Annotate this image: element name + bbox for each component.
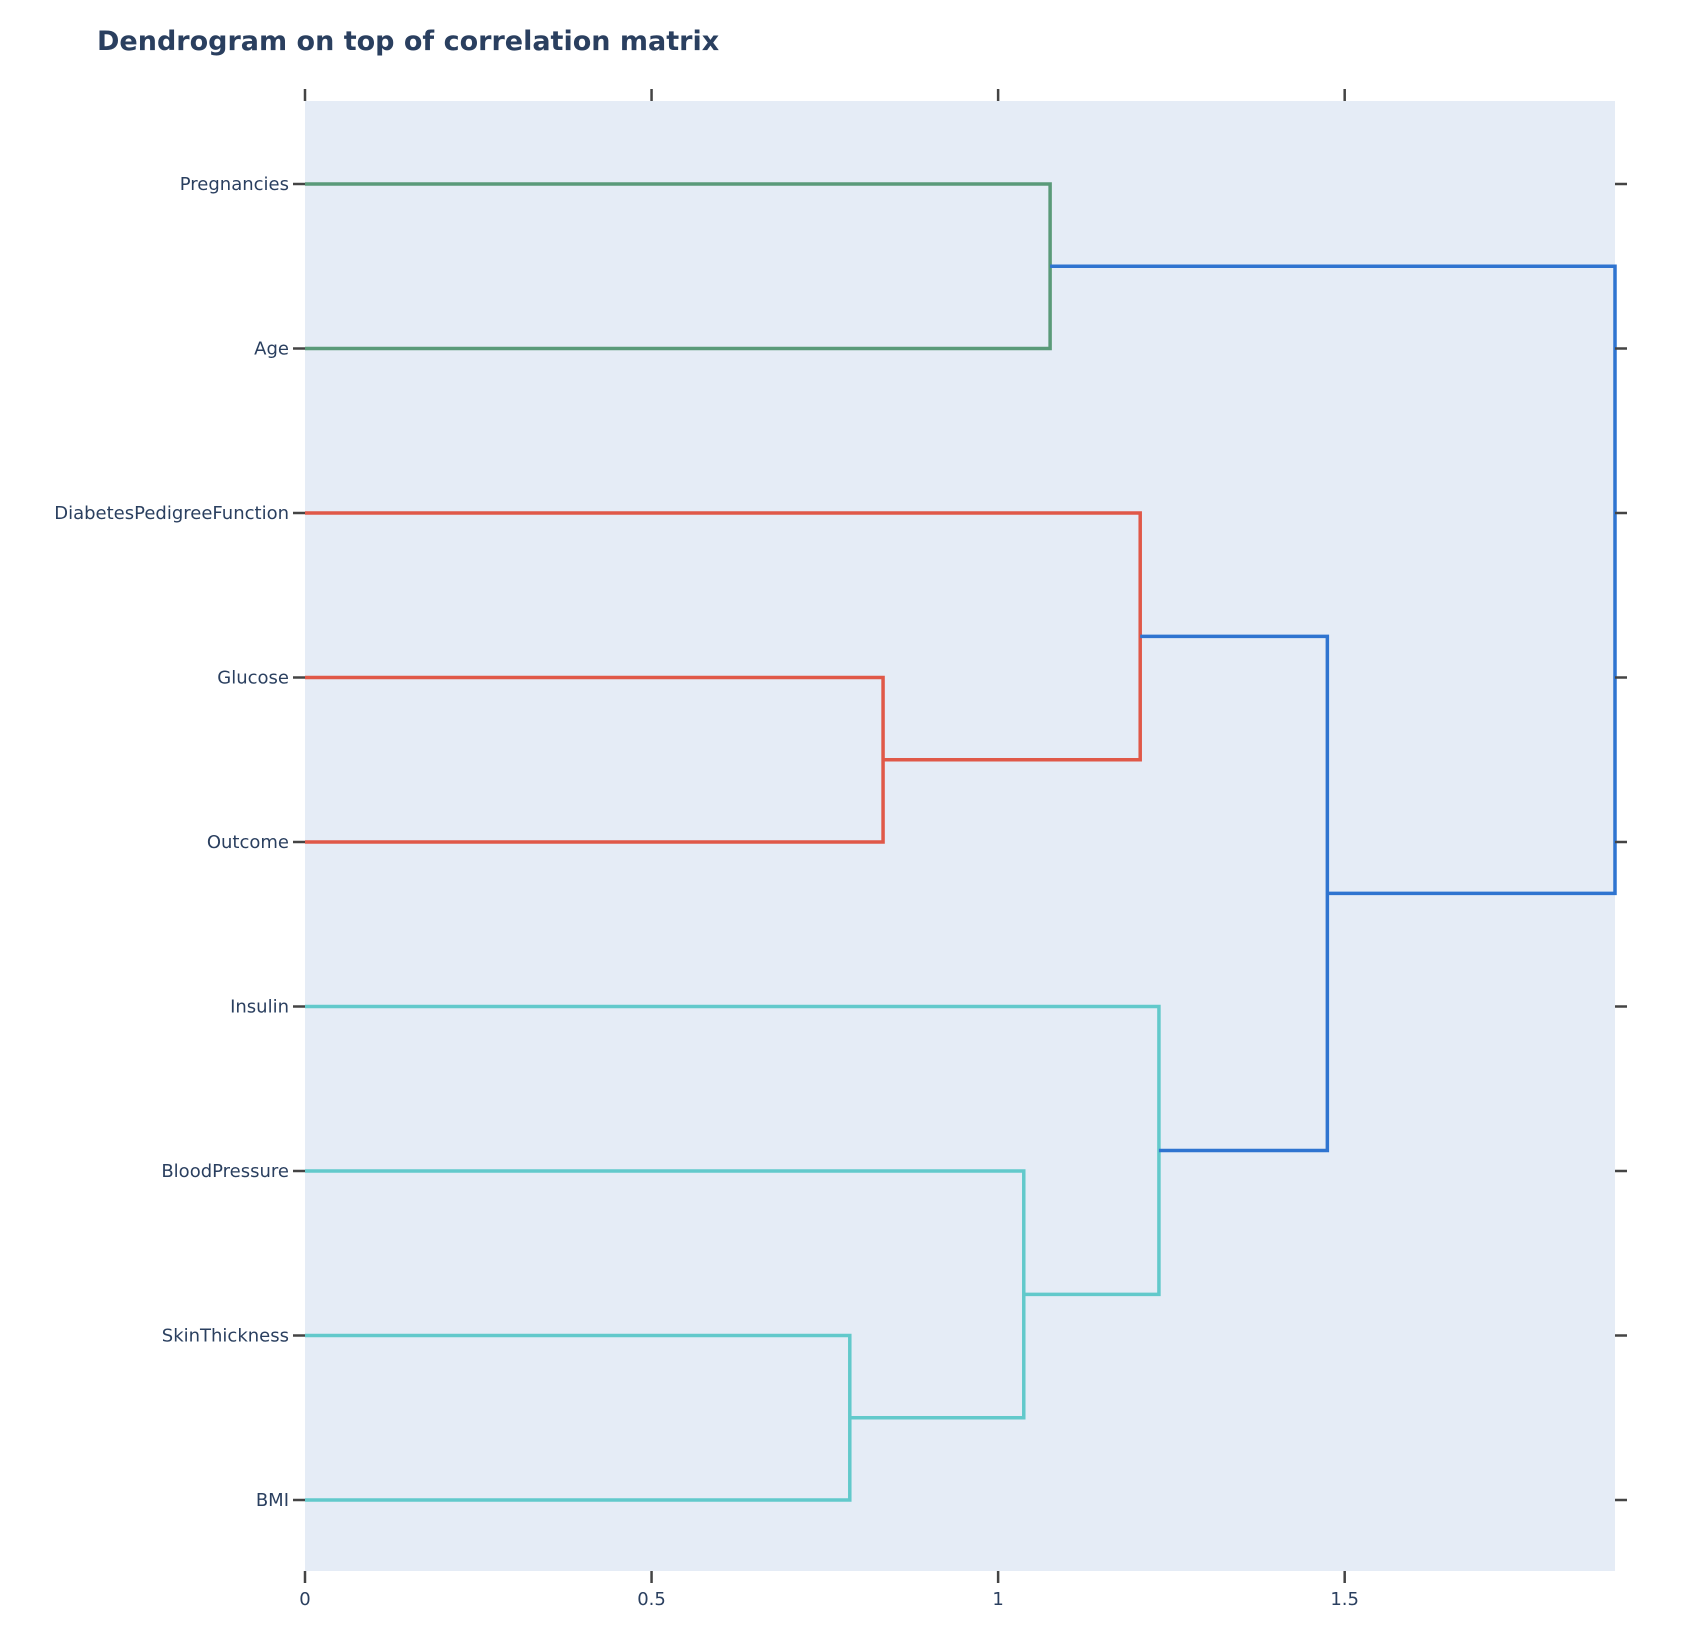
x-tick-label: 1 [992, 1589, 1003, 1610]
x-tick-label: 1.5 [1330, 1589, 1359, 1610]
leaf-label: Age [254, 339, 289, 360]
x-tick-label: 0 [299, 1589, 310, 1610]
leaf-label: BloodPressure [161, 1161, 289, 1182]
dendrogram-links [305, 182, 1617, 1502]
leaf-label: BMI [256, 1490, 289, 1511]
axis-labels: Pregnancies Age DiabetesPedigreeFunction Gl… [54, 174, 1359, 1610]
dendrogram-link-7 [1050, 264, 1617, 896]
plot-area [305, 101, 1615, 1571]
x-tick-label: 0.5 [637, 1589, 666, 1610]
axis-ticks [293, 89, 1627, 1583]
leaf-label: Insulin [230, 997, 289, 1018]
leaf-label: Glucose [217, 668, 289, 689]
leaf-label: SkinThickness [162, 1326, 289, 1347]
leaf-label: Outcome [207, 832, 289, 853]
leaf-label: DiabetesPedigreeFunction [54, 503, 289, 524]
chart-title: Dendrogram on top of correlation matrix [97, 26, 719, 57]
leaf-label: Pregnancies [180, 174, 289, 195]
